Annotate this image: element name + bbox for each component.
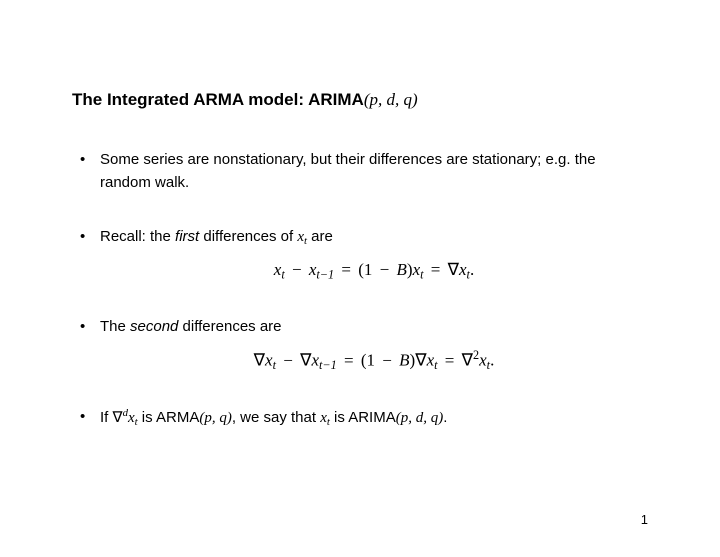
math-inline: ∇dxt (113, 410, 138, 426)
bullet-text: If (100, 409, 113, 426)
math-inline: xt (320, 410, 330, 426)
emph: first (175, 228, 199, 245)
bullet-text: is ARIMA (330, 409, 396, 426)
math-inline: (p, q) (199, 410, 232, 426)
equation: ∇xt − ∇xt−1 = (1 − B)∇xt = ∇2xt. (100, 346, 648, 375)
bullet-text: Some series are nonstationary, but their… (100, 151, 596, 191)
bullet-text: The (100, 318, 130, 335)
bullet-text: Recall: the (100, 228, 175, 245)
bullet-text: , we say that (232, 409, 320, 426)
emph: second (130, 318, 178, 335)
list-item: Some series are nonstationary, but their… (72, 148, 648, 195)
page-number: 1 (641, 512, 648, 527)
bullet-list: Some series are nonstationary, but their… (72, 148, 648, 431)
equation: xt − xt−1 = (1 − B)xt = ∇xt. (100, 257, 648, 284)
page-title: The Integrated ARMA model: ARIMA(p, d, q… (72, 90, 648, 110)
list-item: The second differences are ∇xt − ∇xt−1 =… (72, 315, 648, 375)
math-inline: xt (297, 229, 307, 245)
bullet-text: differences of (199, 228, 297, 245)
bullet-text: . (443, 409, 447, 426)
math-inline: (p, d, q) (396, 410, 444, 426)
bullet-text: are (307, 228, 333, 245)
title-params: (p, d, q) (364, 90, 418, 109)
bullet-text: is ARMA (138, 409, 200, 426)
bullet-text: differences are (178, 318, 281, 335)
title-text: The Integrated ARMA model: ARIMA (72, 90, 364, 109)
list-item: Recall: the first differences of xt are … (72, 225, 648, 285)
page: The Integrated ARMA model: ARIMA(p, d, q… (0, 0, 720, 557)
list-item: If ∇dxt is ARMA(p, q), we say that xt is… (72, 405, 648, 431)
